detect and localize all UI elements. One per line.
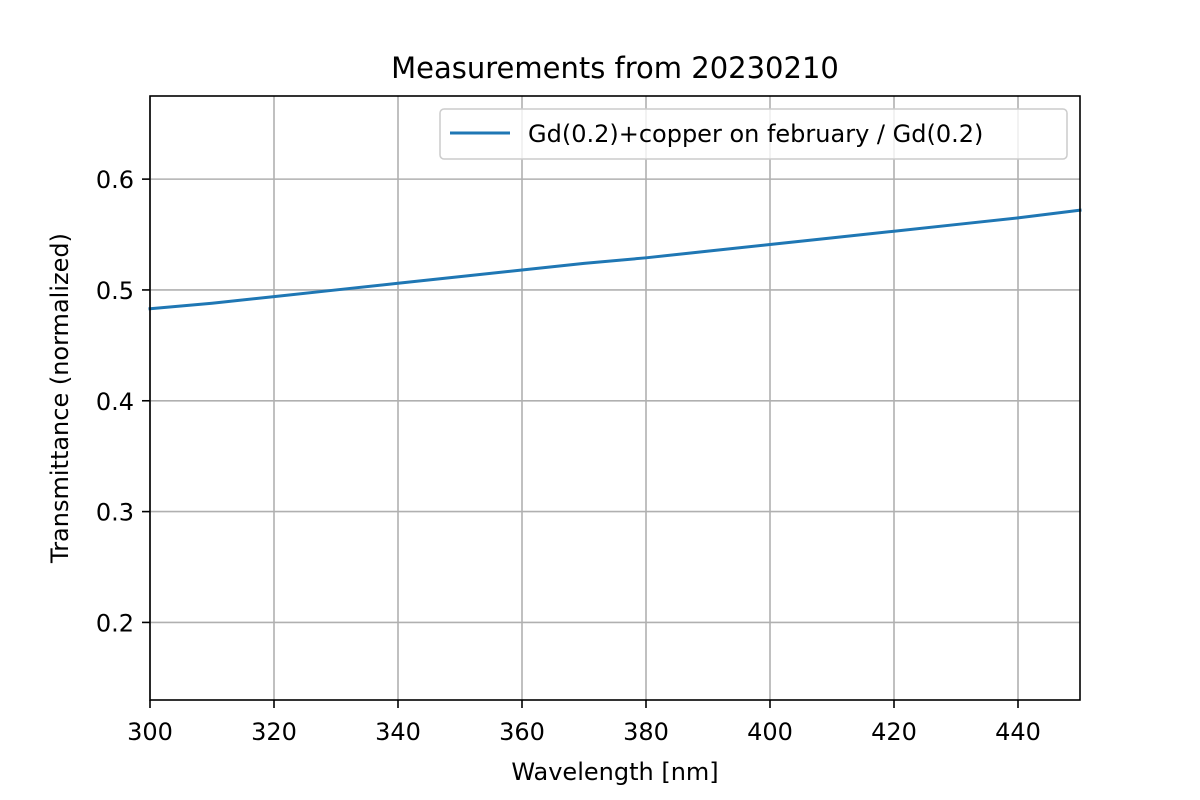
grid-lines (149, 96, 1080, 700)
y-tick-label: 0.5 (96, 277, 134, 305)
x-tick-label: 300 (127, 718, 173, 746)
y-axis-ticks: 0.2 0.3 0.4 0.5 0.6 (96, 166, 150, 637)
legend: Gd(0.2)+copper on february / Gd(0.2) (439, 108, 1068, 160)
x-tick-label: 440 (995, 718, 1041, 746)
x-axis-label: Wavelength [nm] (511, 758, 718, 786)
x-tick-label: 400 (747, 718, 793, 746)
y-axis-label: Transmittance (normalized) (46, 233, 74, 564)
y-tick-label: 0.6 (96, 166, 134, 194)
plot-frame (149, 95, 1081, 701)
series-line (148, 208, 1082, 311)
x-tick-label: 360 (499, 718, 545, 746)
x-axis-ticks: 300 320 340 360 380 400 420 440 (127, 700, 1041, 746)
legend-box (439, 108, 1068, 160)
chart-title: Measurements from 20230210 (391, 51, 839, 85)
y-tick-label: 0.2 (96, 609, 134, 637)
legend-label: Gd(0.2)+copper on february / Gd(0.2) (528, 120, 983, 148)
y-tick-label: 0.3 (96, 499, 134, 527)
series-lines (148, 208, 1082, 311)
x-tick-label: 380 (623, 718, 669, 746)
x-tick-label: 420 (871, 718, 917, 746)
y-tick-label: 0.4 (96, 388, 134, 416)
x-tick-label: 320 (251, 718, 297, 746)
x-tick-label: 340 (375, 718, 421, 746)
